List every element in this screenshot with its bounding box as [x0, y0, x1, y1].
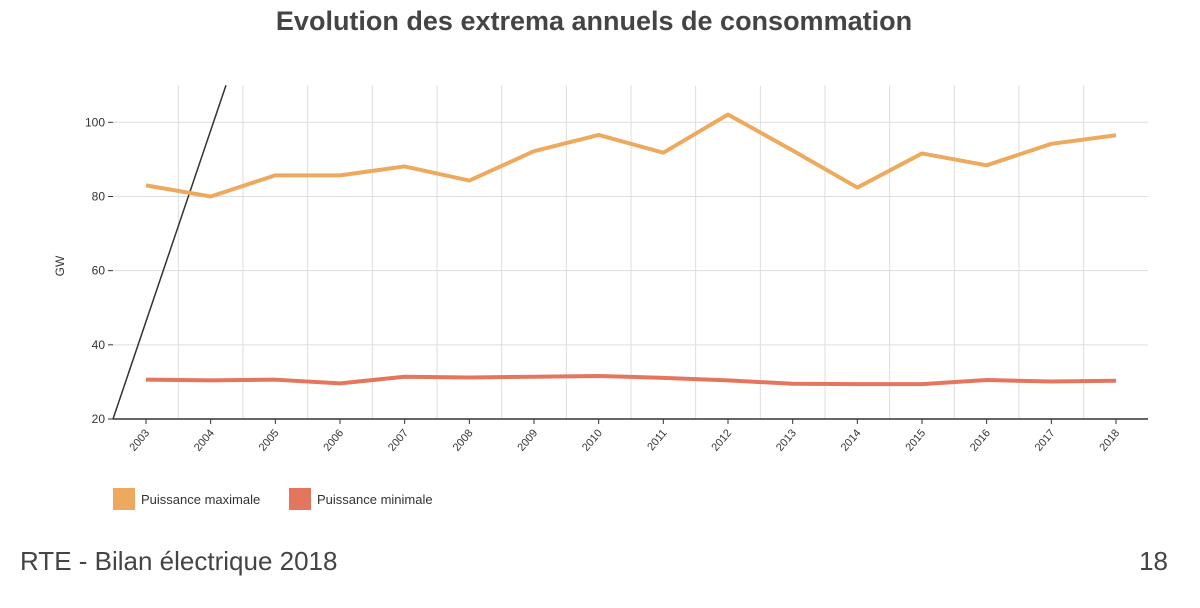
- y-axis-label: GW: [53, 255, 67, 276]
- footer-source: RTE - Bilan électrique 2018: [20, 546, 338, 576]
- x-tick-label: 2013: [774, 427, 799, 453]
- x-tick-label: 2015: [903, 427, 928, 453]
- x-tick-label: 2018: [1097, 427, 1122, 453]
- x-tick-label: 2010: [580, 427, 605, 453]
- legend-label-min: Puissance minimale: [317, 491, 433, 507]
- y-tick-label: 40: [92, 338, 106, 352]
- x-tick-label: 2008: [451, 427, 476, 453]
- x-tick-label: 2005: [257, 427, 282, 453]
- series-line-max: [145, 112, 1117, 199]
- legend-label-max: Puissance maximale: [141, 491, 261, 507]
- x-tick-label: 2012: [709, 427, 734, 453]
- chart-title: Evolution des extrema annuels de consomm…: [275, 6, 913, 36]
- x-tick-label: 2016: [968, 427, 993, 453]
- x-tick-label: 2014: [839, 427, 864, 453]
- x-tick-label: 2004: [192, 427, 217, 453]
- page-number: 18: [1139, 546, 1168, 576]
- legend-item-min: Puissance minimale: [289, 488, 433, 510]
- series-line-min: [145, 373, 1117, 387]
- x-tick-label: 2011: [645, 427, 669, 453]
- y-tick-label: 60: [92, 264, 106, 278]
- legend-swatch-max: [113, 488, 135, 510]
- x-tick-label: 2009: [515, 427, 540, 453]
- y-tick-label: 80: [92, 189, 106, 203]
- y-tick-label: 20: [92, 412, 106, 426]
- x-tick-label: 2003: [127, 427, 152, 453]
- x-tick-label: 2006: [321, 427, 346, 453]
- y-tick-label: 100: [85, 115, 105, 129]
- x-tick-label: 2007: [386, 427, 411, 453]
- y-axis: [112, 84, 227, 420]
- legend-swatch-min: [289, 488, 311, 510]
- x-tick-label: 2017: [1033, 427, 1058, 453]
- legend-item-max: Puissance maximale: [113, 488, 260, 510]
